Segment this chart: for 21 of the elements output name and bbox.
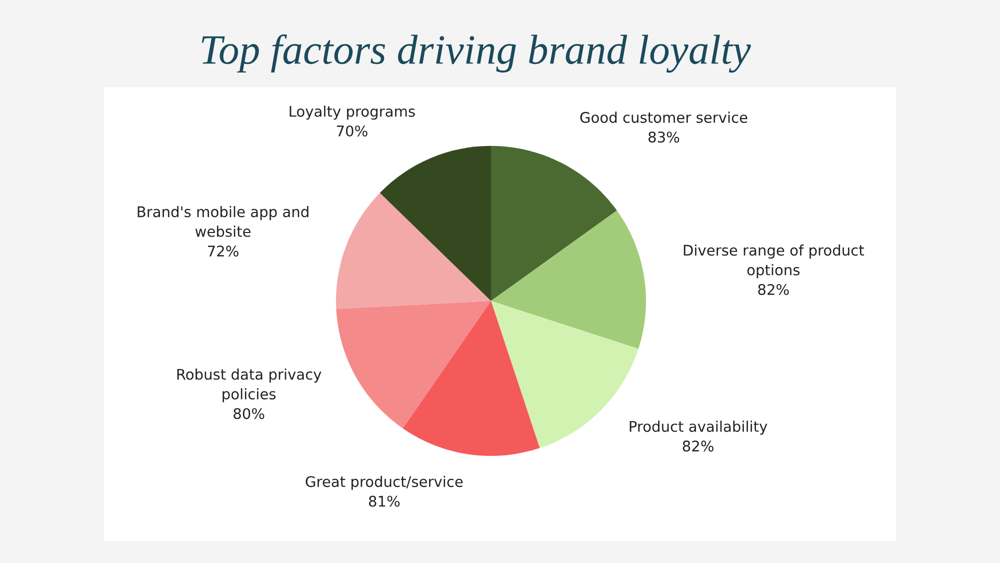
pie-slice [336,300,491,428]
pie-slice [491,146,617,301]
slice-label: Brand's mobile app and website [138,206,308,237]
data-label: 70% [336,125,368,137]
slice-label: Loyalty programs [290,106,415,120]
pie-slice [380,146,491,301]
pie-slice [491,210,646,349]
slice-label: Product availability [630,420,768,435]
data-label: 82% [682,440,714,452]
slice-label: Robust data privacy policies [177,368,322,402]
pie-slice [402,300,540,456]
data-label: 82% [758,284,789,296]
data-label: 80% [234,408,264,420]
slice-label: Great product/service [306,476,463,490]
data-label: 83% [648,132,680,143]
chart-title: Top factors driving brand loyalty [202,34,751,73]
data-label: 72% [208,246,238,257]
pie-slice [336,192,491,309]
slice-label: Good customer service [580,112,748,123]
data-label: 81% [368,496,400,507]
slice-label: Diverse range of product options [684,244,864,278]
